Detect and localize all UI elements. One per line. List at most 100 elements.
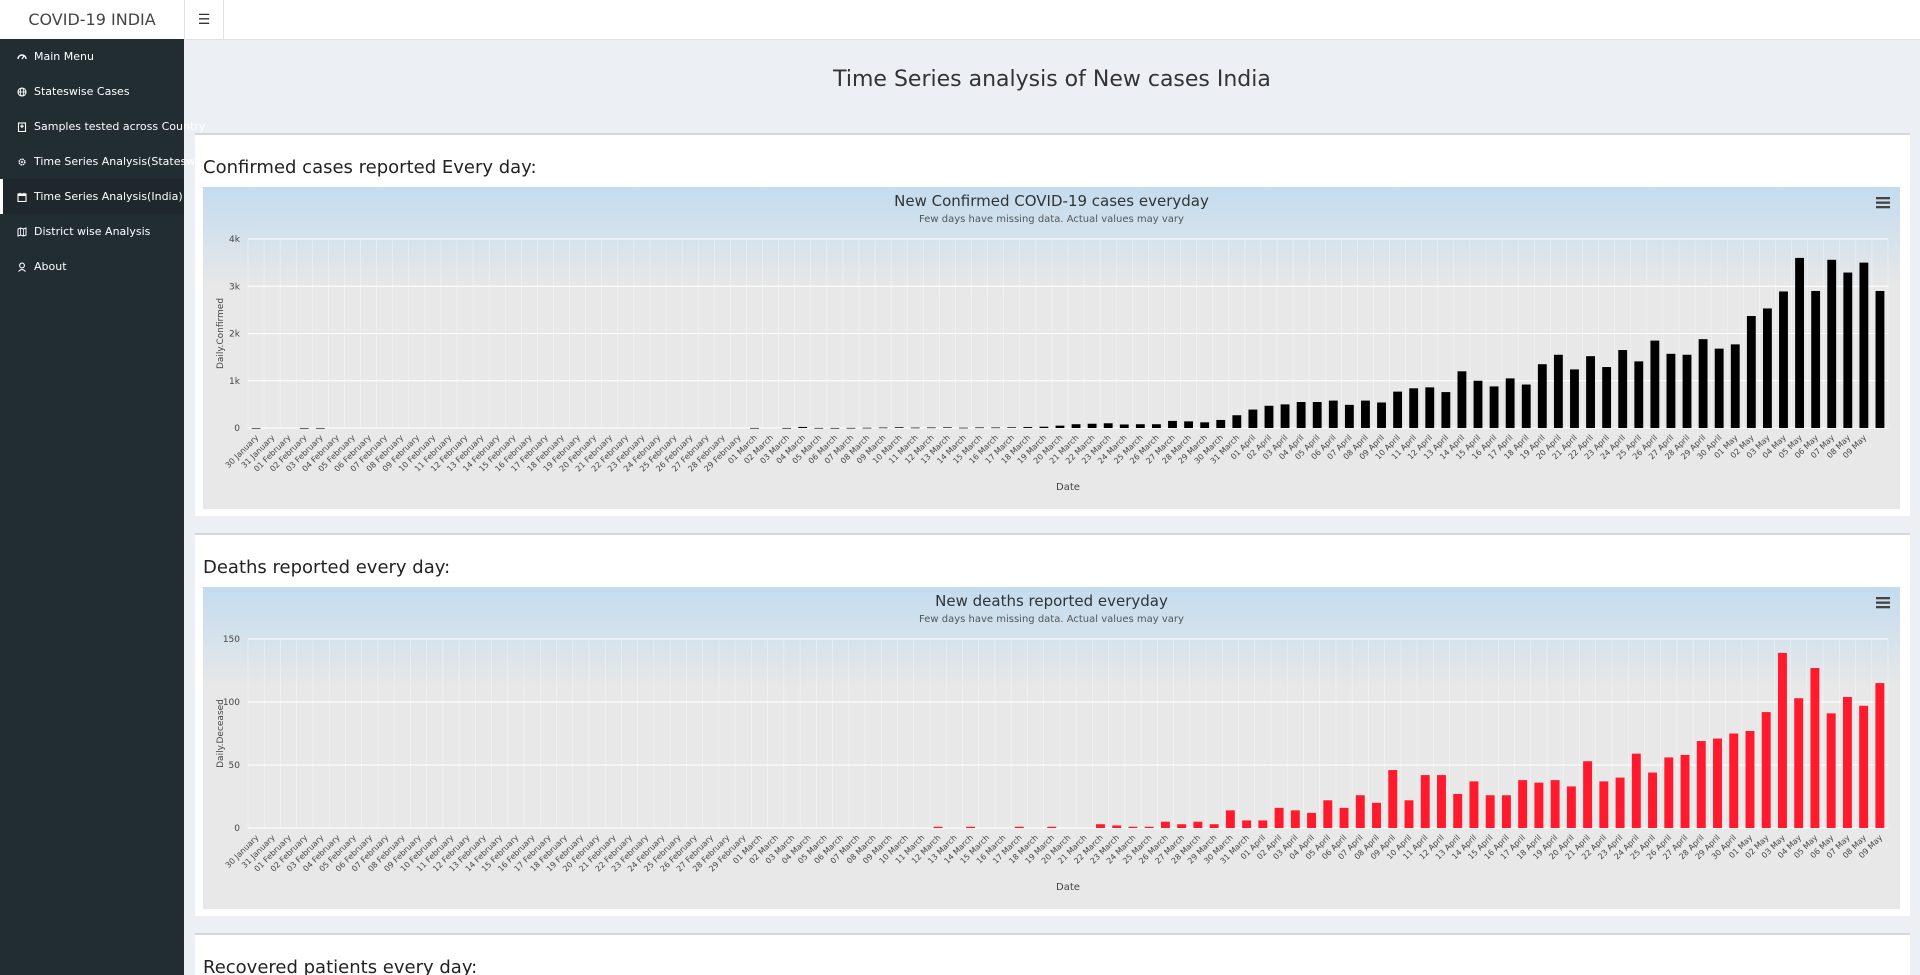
bar[interactable] [975, 427, 984, 428]
bar[interactable] [798, 427, 807, 428]
bar[interactable] [1474, 381, 1483, 428]
bar[interactable] [300, 428, 309, 429]
bar[interactable] [1632, 754, 1641, 828]
bar[interactable] [1265, 406, 1274, 428]
bar[interactable] [1168, 421, 1177, 428]
bar[interactable] [1425, 387, 1434, 428]
bar[interactable] [1762, 712, 1771, 828]
bar[interactable] [1697, 741, 1706, 828]
bar[interactable] [1104, 423, 1113, 428]
bar[interactable] [1616, 778, 1625, 828]
bar[interactable] [1490, 386, 1499, 428]
bar[interactable] [1393, 392, 1402, 428]
sidebar-item-stateswise-cases[interactable]: Stateswise Cases [0, 74, 184, 109]
bar[interactable] [782, 428, 791, 429]
bar[interactable] [1875, 683, 1884, 828]
bar[interactable] [1811, 291, 1820, 428]
bar[interactable] [1458, 371, 1467, 428]
bar[interactable] [1039, 427, 1048, 428]
sidebar-item-main-menu[interactable]: Main Menu [0, 39, 184, 74]
bar[interactable] [1570, 369, 1579, 428]
bar[interactable] [1602, 367, 1611, 428]
bar[interactable] [1323, 800, 1332, 828]
bar[interactable] [1681, 755, 1690, 828]
bar[interactable] [1763, 308, 1772, 428]
bar[interactable] [1518, 780, 1527, 828]
bar[interactable] [934, 827, 943, 828]
bar[interactable] [1177, 824, 1186, 828]
bar[interactable] [1731, 344, 1740, 428]
bar[interactable] [1015, 827, 1024, 828]
chart-menu-button[interactable] [1871, 194, 1893, 213]
bar[interactable] [1746, 731, 1755, 828]
bar[interactable] [1161, 822, 1170, 828]
bar[interactable] [1699, 339, 1708, 428]
bar[interactable] [1007, 427, 1016, 428]
bar[interactable] [1586, 356, 1595, 428]
bar[interactable] [966, 827, 975, 828]
bar[interactable] [1345, 405, 1354, 428]
bar[interactable] [1248, 410, 1257, 428]
bar[interactable] [1313, 402, 1322, 428]
bar[interactable] [1827, 260, 1836, 428]
sidebar-item-about[interactable]: About [0, 249, 184, 284]
bar[interactable] [1388, 770, 1397, 828]
bar[interactable] [1827, 713, 1836, 828]
bar[interactable] [1583, 761, 1592, 828]
bar[interactable] [1405, 800, 1414, 828]
bar[interactable] [1120, 424, 1129, 428]
bar[interactable] [1650, 341, 1659, 428]
bar[interactable] [1275, 808, 1284, 828]
bar[interactable] [863, 428, 872, 429]
bar[interactable] [1356, 795, 1365, 828]
bar[interactable] [959, 428, 968, 429]
bar[interactable] [1779, 291, 1788, 428]
bar[interactable] [252, 428, 261, 429]
sidebar-item-district-wise[interactable]: District wise Analysis [0, 214, 184, 249]
bar[interactable] [911, 428, 920, 429]
bar[interactable] [1136, 424, 1145, 428]
bar[interactable] [991, 428, 1000, 429]
bar[interactable] [1715, 349, 1724, 428]
bar[interactable] [830, 428, 839, 429]
bar[interactable] [1794, 698, 1803, 828]
bar[interactable] [1664, 757, 1673, 828]
bar[interactable] [1340, 808, 1349, 828]
bar[interactable] [1184, 421, 1193, 428]
bar[interactable] [1859, 263, 1868, 428]
bar[interactable] [1747, 316, 1756, 428]
bar[interactable] [750, 428, 759, 429]
bar[interactable] [1729, 734, 1738, 829]
bar[interactable] [1096, 824, 1105, 828]
bar[interactable] [927, 428, 936, 429]
bar[interactable] [943, 427, 952, 428]
bar[interactable] [1232, 415, 1241, 428]
bar[interactable] [1297, 402, 1306, 428]
bar[interactable] [1409, 388, 1418, 428]
bar[interactable] [814, 428, 823, 429]
bar[interactable] [895, 427, 904, 428]
bar[interactable] [1634, 361, 1643, 428]
bar[interactable] [1683, 355, 1692, 428]
bar[interactable] [847, 428, 856, 429]
bar[interactable] [1056, 426, 1065, 428]
bar[interactable] [1859, 706, 1868, 828]
sidebar-item-time-series-india[interactable]: Time Series Analysis(India) [0, 179, 184, 214]
bar[interactable] [1112, 825, 1121, 828]
bar[interactable] [1795, 258, 1804, 428]
bar[interactable] [1778, 653, 1787, 828]
sidebar-item-time-series-stateswise[interactable]: Time Series Analysis(Stateswise) [0, 144, 184, 179]
bar[interactable] [1361, 401, 1370, 428]
sidebar-toggle-button[interactable]: ☰ [184, 0, 224, 39]
bar[interactable] [1329, 401, 1338, 428]
bar[interactable] [1377, 402, 1386, 428]
bar[interactable] [1810, 668, 1819, 828]
bar[interactable] [1618, 350, 1627, 428]
bar[interactable] [1599, 781, 1608, 828]
bar[interactable] [1486, 795, 1495, 828]
bar[interactable] [1876, 291, 1885, 428]
bar[interactable] [1210, 824, 1219, 828]
brand-logo[interactable]: COVID-19 INDIA [0, 0, 184, 39]
bar[interactable] [1128, 827, 1137, 828]
sidebar-item-samples-tested[interactable]: Samples tested across Country [0, 109, 184, 144]
